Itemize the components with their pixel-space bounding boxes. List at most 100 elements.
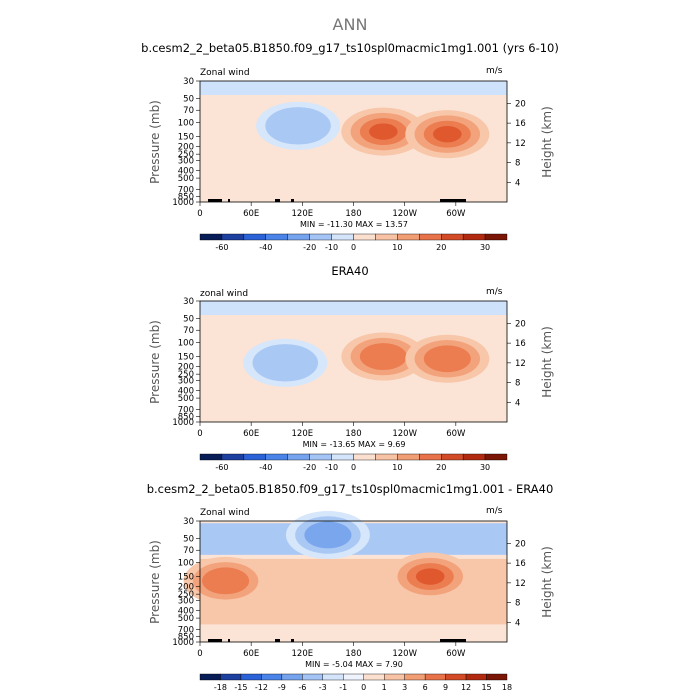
colorbar-swatch xyxy=(343,673,364,681)
contour-pos-2-level-2 xyxy=(423,345,471,373)
topography-3 xyxy=(291,639,294,642)
lon-tick-label: 180 xyxy=(345,209,361,219)
colorbar-swatch xyxy=(243,233,266,241)
colorbar-label: 15 xyxy=(481,683,491,692)
height-tick-label: 8 xyxy=(515,599,520,609)
colorbar-swatch xyxy=(363,673,385,681)
lon-tick-label: 0 xyxy=(197,429,202,439)
panel-1-colorbar: -60 -40 -20 -10 0 10 20 30 xyxy=(199,233,508,252)
contour-neg-0-level-1 xyxy=(252,344,319,382)
colorbar-swatch xyxy=(240,673,262,681)
height-tick-label: 12 xyxy=(515,139,526,149)
stratosphere-band xyxy=(200,301,507,315)
panel-2-contours xyxy=(200,301,507,387)
colorbar-label: -60 xyxy=(215,243,228,252)
lon-tick-label: 120W xyxy=(392,209,417,219)
pressure-tick-label: 100 xyxy=(178,559,194,569)
contour-pos-1-level-3 xyxy=(415,568,445,585)
colorbar-swatch xyxy=(309,233,332,241)
colorbar-label: -40 xyxy=(259,463,272,472)
pressure-tick-label: 850 xyxy=(178,412,194,422)
topography-0 xyxy=(208,639,222,642)
panel-3-title: b.cesm2_2_beta05.B1850.f09_g17_ts10spl0m… xyxy=(147,482,554,496)
colorbar-swatch xyxy=(462,453,486,461)
colorbar-label: -60 xyxy=(215,463,228,472)
colorbar-swatch xyxy=(331,233,354,241)
panel-1-ylabel-left: Pressure (mb) xyxy=(148,100,162,184)
pressure-tick-label: 850 xyxy=(178,192,194,202)
colorbar-swatch xyxy=(309,453,332,461)
panel-2: ERA40 zonal wind m/s Pressure (mb) Heigh… xyxy=(148,264,554,472)
colorbar-swatch xyxy=(220,673,242,681)
panel-2-ylabel-right: Height (km) xyxy=(540,326,554,397)
topography-4 xyxy=(440,199,466,202)
panel-3-units: m/s xyxy=(486,506,503,516)
colorbar-swatch xyxy=(484,453,508,461)
colorbar-label: 0 xyxy=(351,463,356,472)
topography-3 xyxy=(291,199,294,202)
panel-2-ylabel-left: Pressure (mb) xyxy=(148,320,162,404)
colorbar-label: -3 xyxy=(319,683,327,692)
pressure-tick-label: 500 xyxy=(178,394,194,404)
panel-2-lon-ticks: 0 60E 120E 180 120W 60W xyxy=(197,422,466,439)
colorbar-swatch xyxy=(424,673,446,681)
colorbar-label: 1 xyxy=(382,683,387,692)
topography-1 xyxy=(228,639,230,642)
height-tick-label: 20 xyxy=(515,539,526,549)
panel-1-lon-ticks: 0 60E 120E 180 120W 60W xyxy=(197,202,466,219)
colorbar-swatch xyxy=(419,453,442,461)
panel-3-stats: MIN = -5.04 MAX = 7.90 xyxy=(305,660,403,669)
colorbar-swatch xyxy=(302,673,324,681)
panel-3-ylabel-right: Height (km) xyxy=(540,546,554,617)
colorbar-swatch xyxy=(445,673,467,681)
pressure-tick-label: 250 xyxy=(178,370,194,380)
colorbar-label: 18 xyxy=(502,683,512,692)
colorbar-swatch xyxy=(441,233,464,241)
contour-neg-0-level-1 xyxy=(265,107,331,145)
panel-1-contours xyxy=(200,81,507,202)
colorbar-label: -1 xyxy=(339,683,347,692)
lon-tick-label: 120W xyxy=(392,429,417,439)
height-tick-label: 4 xyxy=(515,398,520,408)
colorbar-swatch xyxy=(462,233,486,241)
lon-tick-label: 120E xyxy=(292,649,314,659)
pressure-tick-label: 50 xyxy=(183,315,194,325)
height-tick-label: 12 xyxy=(515,579,526,589)
colorbar-swatch xyxy=(404,673,426,681)
colorbar-swatch xyxy=(353,233,376,241)
pressure-tick-label: 1000 xyxy=(172,418,194,428)
colorbar-label: 12 xyxy=(461,683,471,692)
height-tick-label: 8 xyxy=(515,379,520,389)
topography-1 xyxy=(228,199,230,202)
topography-0 xyxy=(208,199,222,202)
colorbar-label: 3 xyxy=(402,683,407,692)
pressure-tick-label: 50 xyxy=(183,95,194,105)
colorbar-swatch xyxy=(375,233,398,241)
pressure-tick-label: 200 xyxy=(178,362,194,372)
panel-1-height-ticks: 4 8 12 16 20 xyxy=(507,99,526,188)
colorbar-swatch xyxy=(287,233,310,241)
panel-3: b.cesm2_2_beta05.B1850.f09_g17_ts10spl0m… xyxy=(147,482,554,692)
pressure-tick-label: 100 xyxy=(178,119,194,129)
panel-2-title: ERA40 xyxy=(331,264,368,278)
lon-tick-label: 180 xyxy=(345,649,361,659)
colorbar-swatch xyxy=(261,673,283,681)
panel-1-units: m/s xyxy=(486,66,503,76)
lon-tick-label: 60W xyxy=(446,429,466,439)
topography-4 xyxy=(440,639,466,642)
pressure-tick-label: 30 xyxy=(183,517,194,527)
colorbar-label: 9 xyxy=(443,683,448,692)
pressure-tick-label: 1000 xyxy=(172,198,194,208)
colorbar-label: -10 xyxy=(325,243,338,252)
colorbar-label: -18 xyxy=(214,683,227,692)
contour-pos-2-level-2 xyxy=(202,567,250,595)
panel-2-colorbar: -60 -40 -20 -10 0 10 20 30 xyxy=(199,453,508,472)
pressure-tick-label: 200 xyxy=(178,142,194,152)
colorbar-label: -12 xyxy=(255,683,268,692)
colorbar-label: 0 xyxy=(361,683,366,692)
pressure-tick-label: 500 xyxy=(178,614,194,624)
colorbar-label: -40 xyxy=(259,243,272,252)
pressure-tick-label: 150 xyxy=(178,353,194,363)
